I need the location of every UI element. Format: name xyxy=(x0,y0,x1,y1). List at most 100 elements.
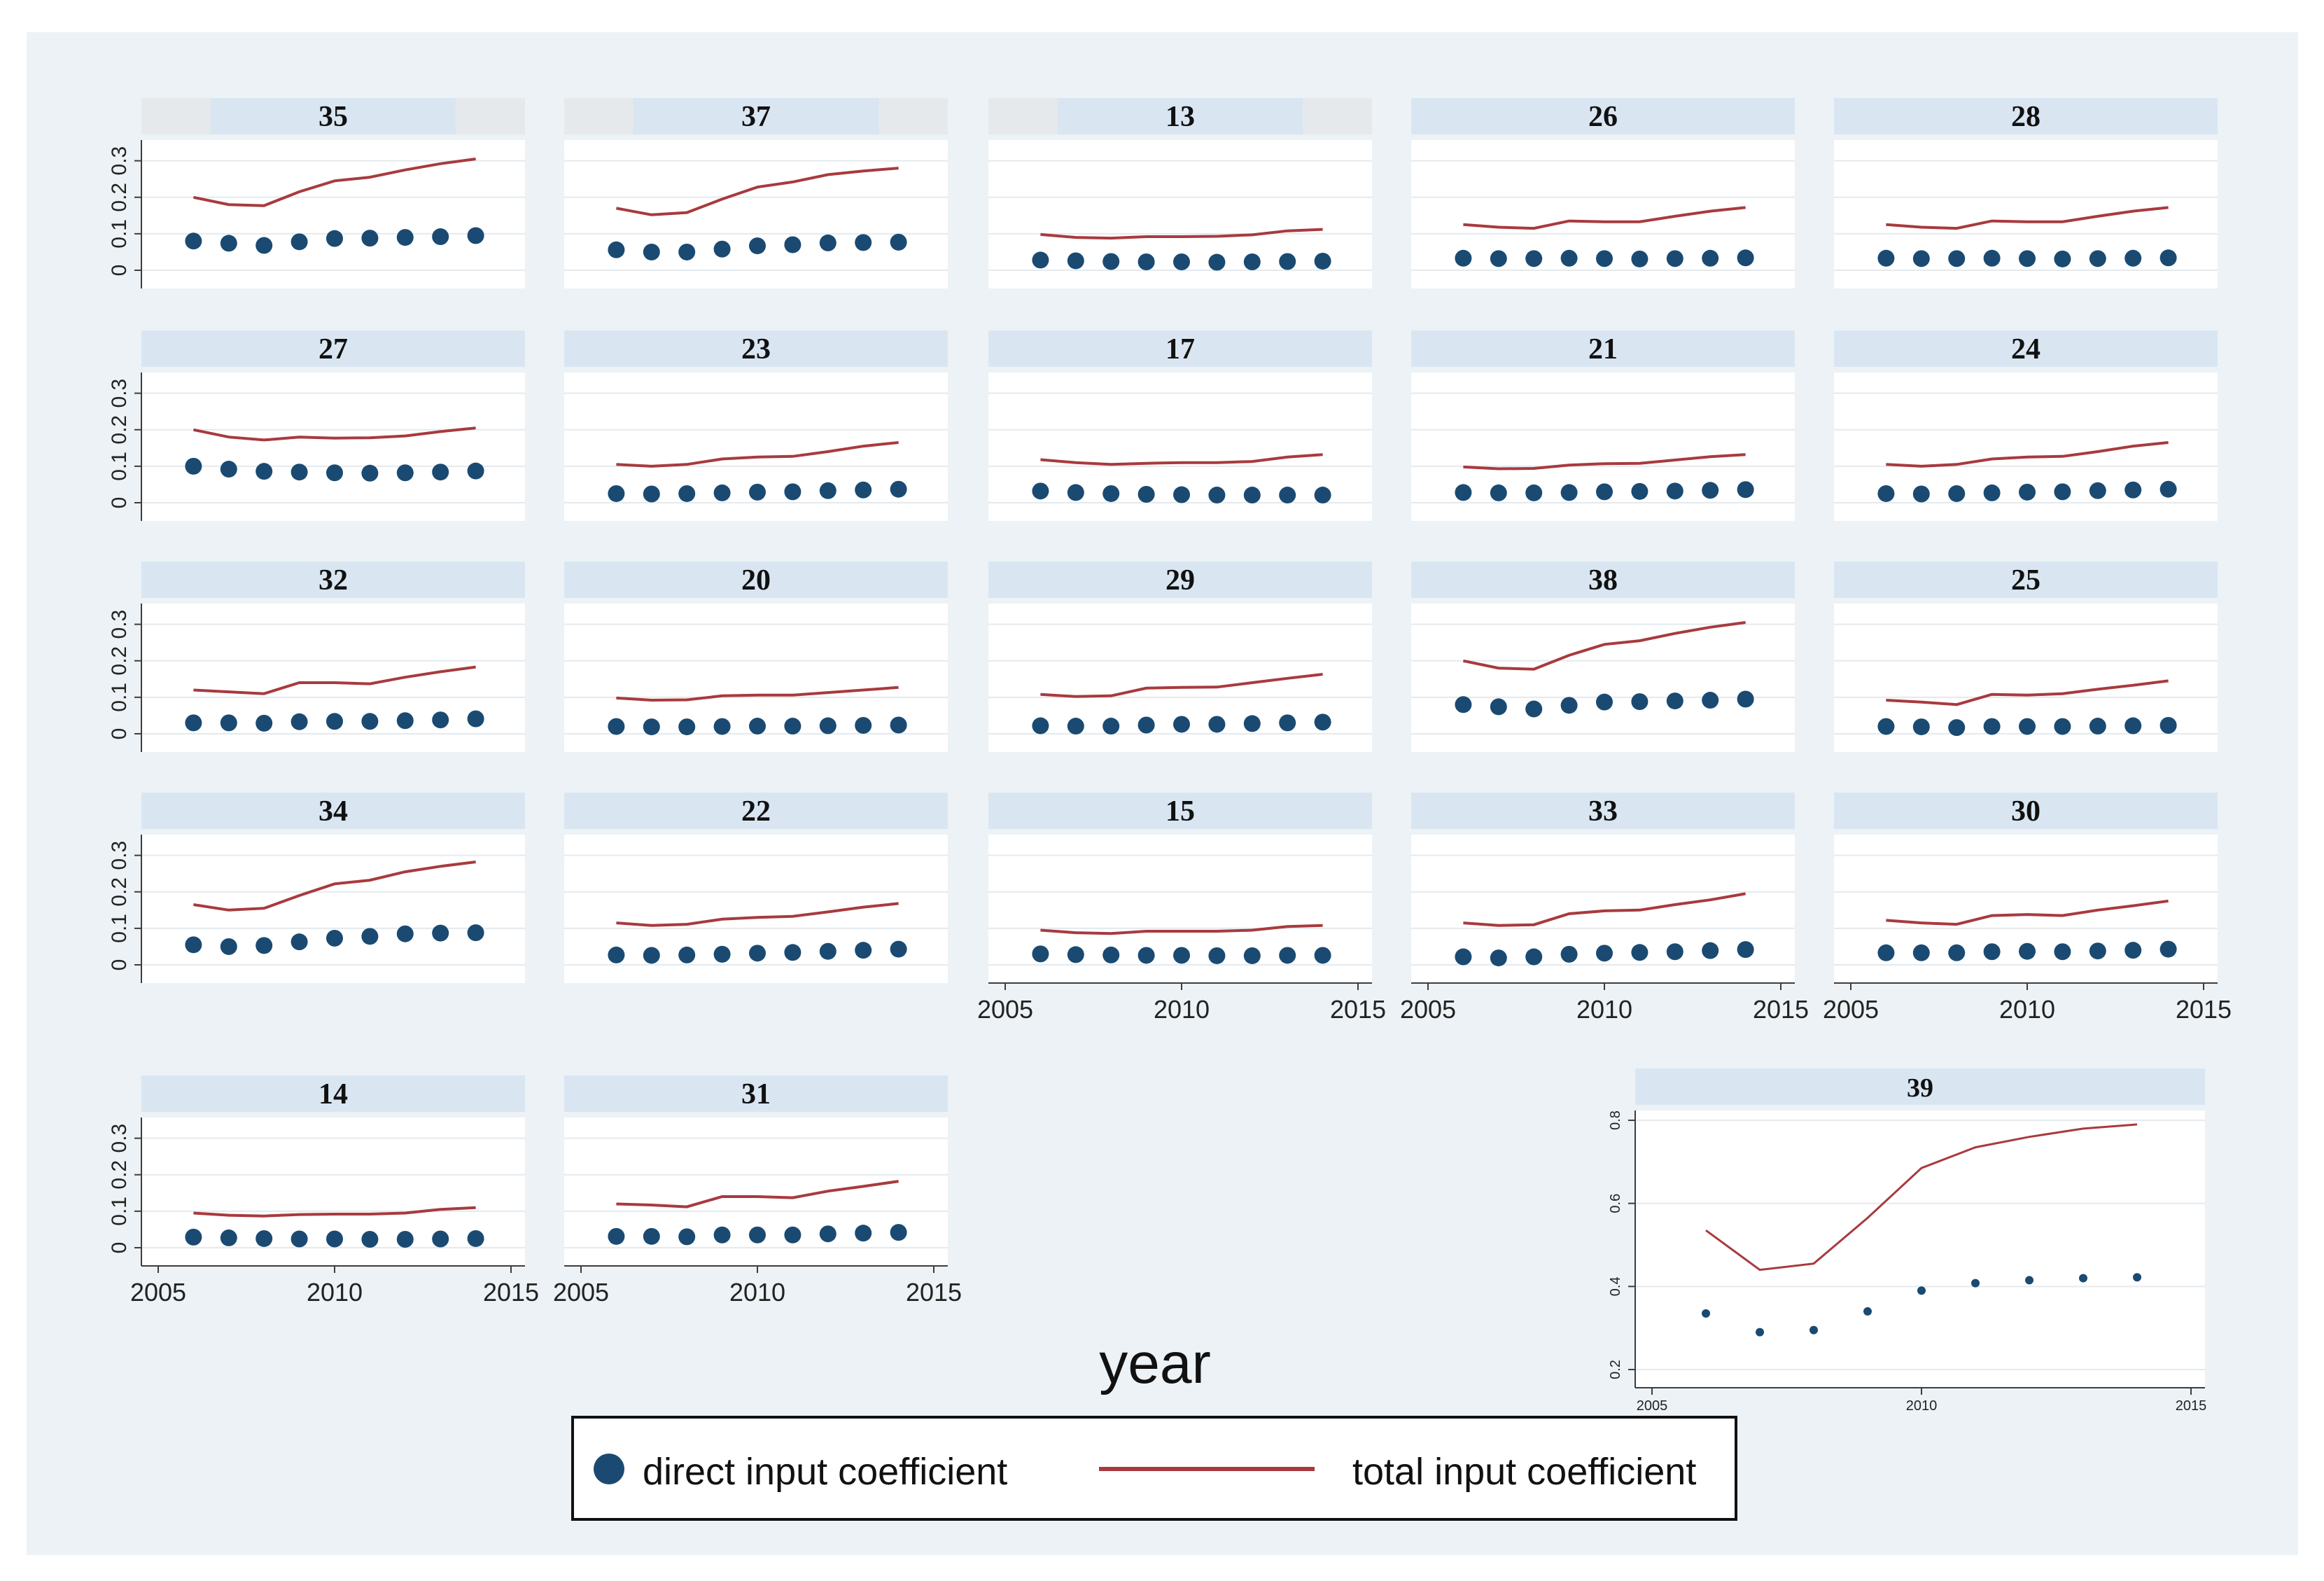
y-tick-label: 0.3 xyxy=(108,379,131,408)
direct-point-22-2012 xyxy=(819,942,836,960)
direct-point-14-2008 xyxy=(255,1230,273,1247)
direct-point-34-2007 xyxy=(220,938,237,955)
panel-plot-area xyxy=(141,604,525,752)
total-line-22 xyxy=(616,902,899,927)
panel-24: 24 xyxy=(1834,330,2218,521)
direct-point-37-2006 xyxy=(608,241,625,258)
x-tick-label: 2015 xyxy=(2176,1398,2207,1414)
y-tick-label: 0.3 xyxy=(108,841,131,870)
direct-point-17-2011 xyxy=(1208,487,1226,504)
x-tick-label: 2005 xyxy=(1400,995,1456,1024)
y-tick-label: 0.2 xyxy=(1608,1360,1623,1379)
direct-point-15-2009 xyxy=(1138,947,1155,964)
direct-point-13-2010 xyxy=(1173,253,1190,271)
direct-point-17-2012 xyxy=(1243,487,1261,504)
direct-point-14-2007 xyxy=(220,1229,237,1246)
direct-point-25-2011 xyxy=(2054,718,2071,735)
direct-point-32-2013 xyxy=(432,711,449,729)
direct-point-33-2010 xyxy=(1596,945,1613,962)
panel-26: 26 xyxy=(1411,98,1795,288)
direct-point-38-2011 xyxy=(1631,693,1648,711)
direct-point-31-2012 xyxy=(819,1225,836,1243)
total-line-37 xyxy=(616,167,899,216)
x-tick-label: 2015 xyxy=(1753,995,1809,1024)
y-tick-label: 0.1 xyxy=(108,683,131,712)
panel-title: 37 xyxy=(741,101,771,133)
panel-plot-area xyxy=(141,372,525,521)
direct-point-37-2014 xyxy=(890,233,907,251)
direct-point-39-2011 xyxy=(1971,1279,1980,1288)
total-line-29 xyxy=(1040,673,1323,698)
y-tick-label: 0.6 xyxy=(1608,1194,1623,1213)
direct-point-20-2012 xyxy=(819,717,836,734)
direct-point-28-2007 xyxy=(1912,250,1930,267)
direct-point-15-2014 xyxy=(1314,947,1331,964)
direct-point-29-2006 xyxy=(1032,717,1049,734)
y-tick-label: 0 xyxy=(108,1242,131,1254)
direct-point-22-2009 xyxy=(713,945,731,963)
direct-point-13-2012 xyxy=(1243,253,1261,271)
panel-plot-area xyxy=(1834,835,2218,983)
total-line-33 xyxy=(1463,892,1746,927)
panel-plot-area xyxy=(1635,1110,2205,1388)
direct-point-38-2014 xyxy=(1737,690,1754,708)
direct-point-39-2010 xyxy=(1917,1286,1926,1295)
panel-strip-inner xyxy=(1480,98,1726,134)
direct-point-25-2013 xyxy=(2124,717,2142,734)
panel-30: 30 2005 2010 2015 xyxy=(1823,793,2232,1024)
panel-strip-inner xyxy=(210,330,456,367)
direct-point-24-2010 xyxy=(2019,483,2036,501)
direct-point-37-2012 xyxy=(819,234,836,251)
y-tick-label: 0.8 xyxy=(1608,1110,1623,1130)
direct-point-20-2014 xyxy=(890,716,907,734)
x-tick-label: 2005 xyxy=(1637,1398,1668,1414)
direct-point-24-2014 xyxy=(2160,480,2177,498)
direct-point-39-2008 xyxy=(1809,1325,1818,1335)
direct-point-35-2007 xyxy=(220,235,237,252)
panel-title: 26 xyxy=(1588,101,1618,133)
direct-point-26-2014 xyxy=(1737,249,1754,267)
direct-point-27-2013 xyxy=(432,464,449,481)
direct-point-27-2009 xyxy=(290,464,308,481)
y-tick-label: 0 xyxy=(108,265,131,277)
legend-direct-label: direct input coefficient xyxy=(643,1451,1007,1493)
direct-point-35-2014 xyxy=(467,227,484,244)
direct-point-34-2014 xyxy=(467,924,484,942)
total-line-23 xyxy=(616,441,899,468)
direct-point-29-2013 xyxy=(1279,714,1296,732)
direct-point-14-2006 xyxy=(185,1228,202,1246)
total-line-30 xyxy=(1886,899,2169,926)
direct-point-37-2008 xyxy=(678,243,696,260)
total-line-27 xyxy=(192,426,476,442)
panel-31: 31 2005 2010 2015 xyxy=(553,1075,962,1307)
direct-point-26-2010 xyxy=(1596,250,1613,267)
direct-point-33-2008 xyxy=(1525,948,1543,966)
x-tick-label: 2010 xyxy=(307,1278,363,1307)
direct-point-17-2008 xyxy=(1102,485,1120,502)
direct-point-30-2011 xyxy=(2054,943,2071,961)
direct-point-28-2013 xyxy=(2124,249,2142,267)
direct-point-24-2012 xyxy=(2089,482,2106,499)
total-line-26 xyxy=(1463,206,1746,230)
direct-point-17-2010 xyxy=(1173,486,1190,503)
panel-strip-inner xyxy=(1737,1068,2103,1105)
panel-title: 27 xyxy=(318,333,348,365)
direct-point-21-2006 xyxy=(1455,484,1472,501)
panel-15: 15 2005 2010 2015 xyxy=(977,793,1386,1024)
x-tick-label: 2010 xyxy=(1576,995,1632,1024)
panel-strip-inner xyxy=(1057,793,1303,829)
direct-point-22-2010 xyxy=(749,945,766,962)
panel-strip-inner xyxy=(1057,562,1303,598)
y-tick-label: 0.1 xyxy=(108,1197,131,1226)
panel-17: 17 xyxy=(988,330,1372,521)
direct-point-24-2009 xyxy=(1983,484,2001,501)
legend-direct-marker xyxy=(594,1454,624,1484)
direct-point-30-2012 xyxy=(2089,942,2106,960)
direct-point-22-2011 xyxy=(784,944,802,961)
panel-title: 14 xyxy=(318,1078,348,1110)
direct-point-17-2009 xyxy=(1138,486,1155,503)
direct-point-29-2010 xyxy=(1173,716,1190,733)
x-tick-label: 2005 xyxy=(1823,995,1879,1024)
y-tick-label: 0.1 xyxy=(108,219,131,249)
